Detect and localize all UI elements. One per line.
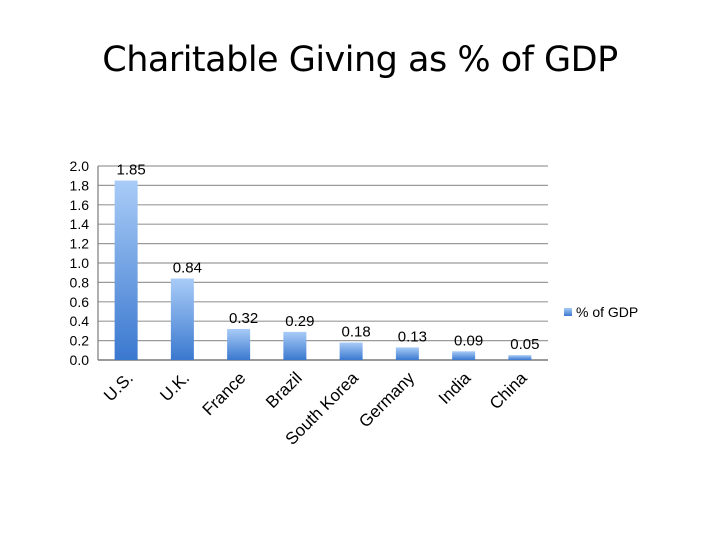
data-label: 1.85 [117,162,146,179]
bar [114,180,138,360]
data-label: 0.18 [342,324,371,341]
category-label: Brazil [262,368,305,411]
chart-title: Charitable Giving as % of GDP [102,40,618,80]
data-label: 0.32 [229,310,258,327]
legend-label: % of GDP [576,304,638,320]
category-label: U.K. [156,368,193,405]
bar [395,347,419,360]
bar [170,278,194,360]
data-label: 0.05 [510,336,539,353]
bar [452,351,476,360]
y-tick-label: 0.8 [70,274,90,290]
data-label: 0.09 [454,332,483,349]
y-tick-label: 1.2 [70,236,90,252]
category-label: India [435,368,475,408]
legend-swatch [564,308,572,316]
bar [227,328,251,360]
data-label: 0.29 [285,313,314,330]
y-tick-label: 0.4 [70,313,90,329]
y-tick-label: 0.0 [70,352,90,368]
y-axis-ticks: 0.0 0.2 0.4 0.6 0.8 1.0 1.2 1.4 1.6 1.8 2.0 [70,158,90,368]
y-tick-label: 0.2 [70,333,90,349]
bar [339,342,363,360]
y-tick-label: 1.8 [70,177,90,193]
category-label: China [486,368,531,413]
y-tick-label: 1.6 [70,197,90,213]
legend: % of GDP [564,304,638,320]
grid-lines [97,165,548,361]
data-label: 0.84 [173,260,202,277]
y-tick-label: 1.4 [70,216,90,232]
bar [283,331,307,360]
y-tick-label: 2.0 [70,158,90,174]
bar [508,355,532,360]
y-tick-label: 0.6 [70,294,90,310]
category-label: France [199,368,250,419]
data-labels: 1.85 0.84 0.32 0.29 0.18 0.13 0.09 0.05 [117,162,540,354]
category-label: U.S. [100,368,137,405]
bars [114,180,532,360]
category-label: Germany [355,368,418,431]
y-tick-label: 1.0 [70,255,90,271]
data-label: 0.13 [398,328,427,345]
